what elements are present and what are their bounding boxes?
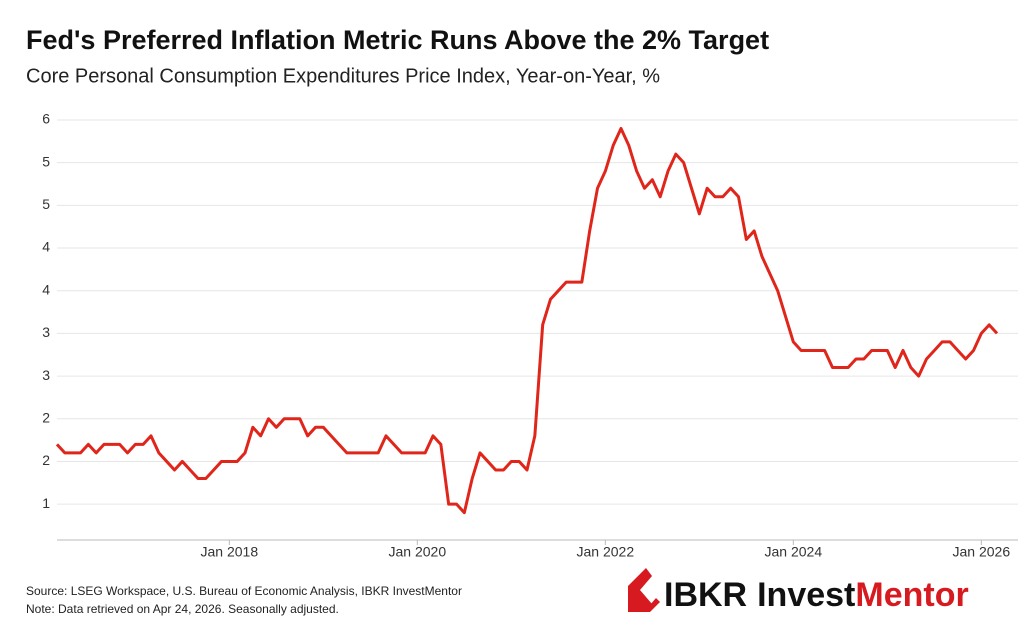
logo-mentor: Mentor xyxy=(855,576,968,614)
x-tick-label: Jan 2026 xyxy=(953,544,1011,560)
x-tick-label: Jan 2020 xyxy=(389,544,447,560)
note: Note: Data retrieved on Apr 24, 2026. Se… xyxy=(26,602,339,616)
y-tick-label: 5 xyxy=(42,196,50,212)
y-tick-label: 1 xyxy=(42,495,50,511)
y-tick-label: 4 xyxy=(42,281,50,297)
y-tick-label: 6 xyxy=(42,111,50,127)
logo-text: IBKR InvestMentor xyxy=(664,576,969,614)
chart-title: Fed's Preferred Inflation Metric Runs Ab… xyxy=(26,25,769,55)
y-tick-label: 4 xyxy=(42,239,50,255)
chart-subtitle: Core Personal Consumption Expenditures P… xyxy=(26,65,660,87)
logo: IBKR InvestMentor xyxy=(628,568,969,614)
y-tick-label: 2 xyxy=(42,452,50,468)
logo-invest: Invest xyxy=(757,576,855,614)
y-tick-label: 3 xyxy=(42,324,50,340)
x-tick-label: Jan 2018 xyxy=(201,544,259,560)
data-line xyxy=(55,126,999,515)
y-tick-label: 2 xyxy=(42,409,50,425)
y-tick-label: 5 xyxy=(42,153,50,169)
x-tick-label: Jan 2022 xyxy=(577,544,635,560)
source: Source: LSEG Workspace, U.S. Bureau of E… xyxy=(26,584,462,598)
logo-icon xyxy=(628,568,652,612)
y-tick-label: 3 xyxy=(42,367,50,383)
x-tick-label: Jan 2024 xyxy=(765,544,823,560)
logo-icon xyxy=(644,598,660,612)
logo-ibkr: IBKR xyxy=(664,576,747,614)
